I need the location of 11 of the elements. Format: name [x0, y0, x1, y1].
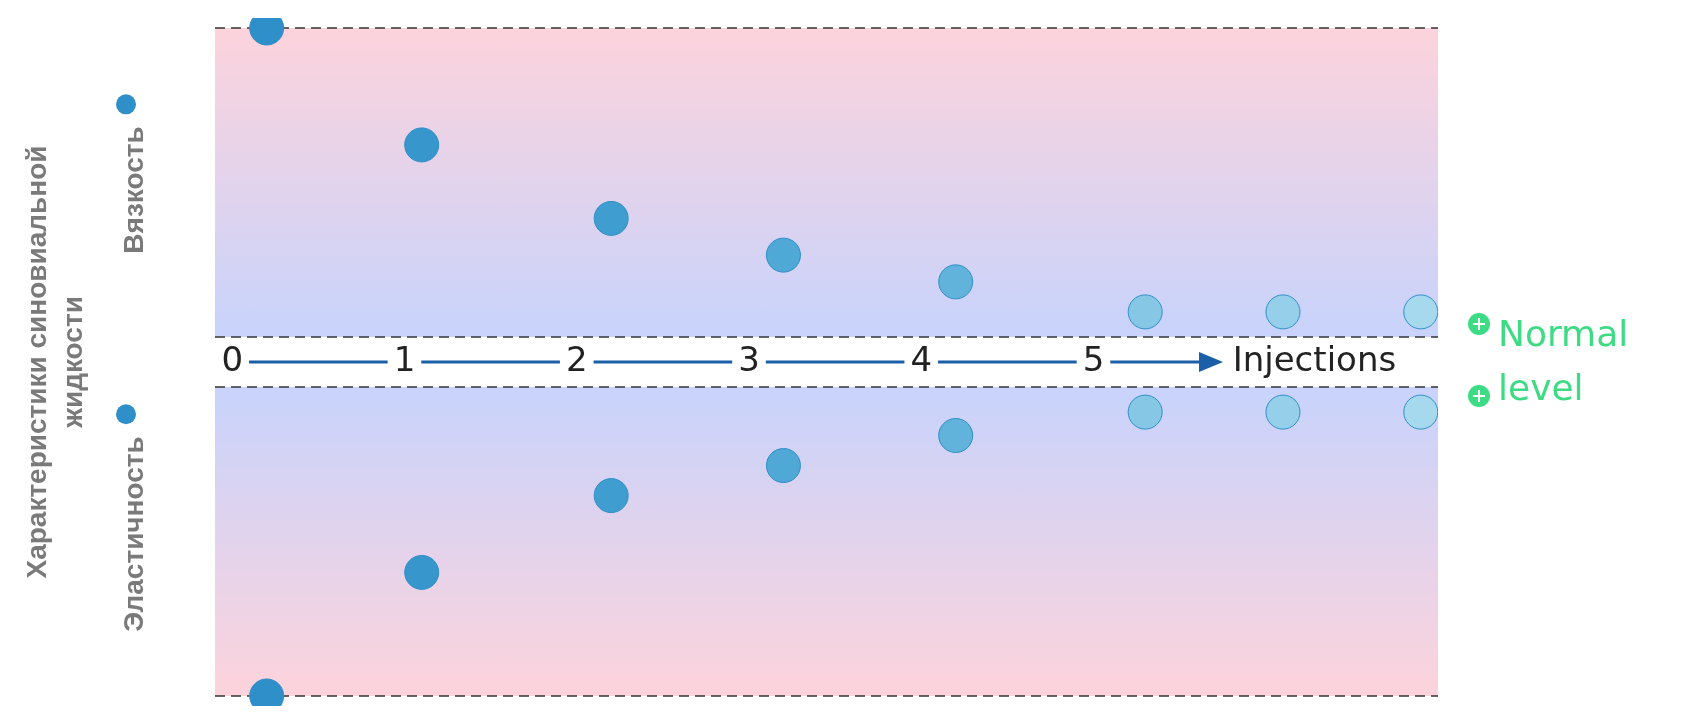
x-tick-label: 5: [1082, 338, 1105, 379]
x-tick-label: 1: [393, 338, 416, 379]
x-tick-label: 4: [910, 338, 933, 379]
legend-label: Вязкость: [117, 126, 149, 254]
x-tick-label: 2: [565, 338, 588, 379]
x-axis-title: Injections: [1232, 338, 1397, 379]
x-tick-label: 3: [738, 338, 760, 379]
x-tick-label: 0: [221, 338, 244, 379]
legend-label: Эластичность: [117, 436, 149, 632]
band-label: Normal level: [1498, 313, 1629, 409]
y-axis-title: Характеристики синовиальной жидкости: [20, 145, 88, 579]
